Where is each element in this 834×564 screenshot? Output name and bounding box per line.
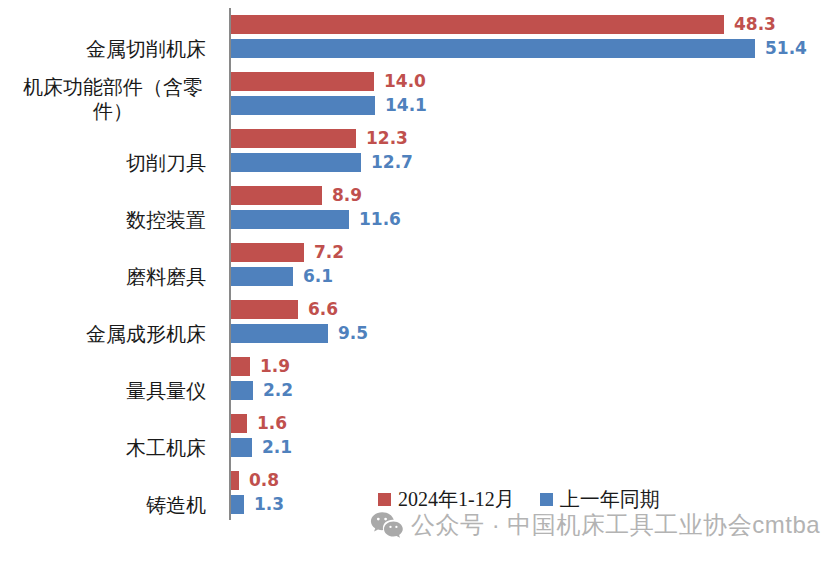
bar-row-2024: 14.0 [231,72,834,91]
bar-2024 [231,471,239,490]
value-label-prev-year: 2.2 [263,381,293,400]
legend-swatch-2024 [378,493,391,506]
category-label: 机床功能部件（含零件） [20,75,231,123]
category-label-cell: 切削刀具 [0,129,231,172]
value-label-2024: 12.3 [366,129,408,148]
bar-2024 [231,186,322,205]
bar-pair: 7.2 6.1 [231,243,834,286]
bar-row-2024: 7.2 [231,243,834,262]
bar-prev-year [231,210,349,229]
category-group: 磨料磨具 7.2 6.1 [0,243,834,286]
bar-row-prev-year: 51.4 [231,39,834,58]
bar-prev-year [231,267,293,286]
bar-prev-year [231,438,252,457]
value-label-2024: 0.8 [249,471,279,490]
value-label-prev-year: 1.3 [254,495,284,514]
value-label-2024: 48.3 [734,15,776,34]
bar-chart: 金属切削机床 48.3 51.4 机床功能部件（含零件） [0,15,834,514]
category-label: 金属成形机床 [20,322,231,346]
value-label-2024: 7.2 [314,243,344,262]
bar-2024 [231,129,356,148]
value-label-prev-year: 2.1 [262,438,292,457]
value-label-2024: 1.9 [260,357,290,376]
watermark-text: 公众号 · 中国机床工具工业协会cmtba [411,509,820,541]
bar-pair: 8.9 11.6 [231,186,834,229]
bar-row-2024: 1.6 [231,414,834,433]
bar-prev-year [231,153,361,172]
bar-row-prev-year: 12.7 [231,153,834,172]
bar-pair: 12.3 12.7 [231,129,834,172]
category-label: 数控装置 [20,208,231,232]
category-label: 切削刀具 [20,151,231,175]
bar-row-2024: 8.9 [231,186,834,205]
bar-prev-year [231,381,253,400]
bar-2024 [231,300,298,319]
legend-swatch-prev-year [540,493,553,506]
category-group: 量具量仪 1.9 2.2 [0,357,834,400]
value-label-prev-year: 11.6 [359,210,401,229]
wechat-icon [370,511,403,540]
bar-row-2024: 12.3 [231,129,834,148]
bar-pair: 6.6 9.5 [231,300,834,343]
value-label-2024: 8.9 [332,186,362,205]
bar-row-prev-year: 2.1 [231,438,834,457]
category-label: 木工机床 [20,436,231,460]
category-label-cell: 机床功能部件（含零件） [0,72,231,120]
category-label: 铸造机 [20,493,231,517]
category-label-cell: 铸造机 [0,471,231,514]
category-label: 量具量仪 [20,379,231,403]
bar-row-prev-year: 2.2 [231,381,834,400]
value-label-prev-year: 14.1 [385,96,427,115]
bar-pair: 1.6 2.1 [231,414,834,457]
category-label: 磨料磨具 [20,265,231,289]
category-group: 数控装置 8.9 11.6 [0,186,834,229]
chart-page: 金属切削机床 48.3 51.4 机床功能部件（含零件） [0,0,834,564]
bar-prev-year [231,39,755,58]
category-group: 木工机床 1.6 2.1 [0,414,834,457]
bar-row-prev-year: 9.5 [231,324,834,343]
bar-row-2024: 48.3 [231,15,834,34]
bar-pair: 48.3 51.4 [231,15,834,58]
category-label-cell: 金属切削机床 [0,15,231,58]
watermark: 公众号 · 中国机床工具工业协会cmtba [370,509,820,541]
bar-row-prev-year: 11.6 [231,210,834,229]
bar-2024 [231,243,304,262]
value-label-prev-year: 51.4 [765,39,807,58]
value-label-2024: 6.6 [308,300,338,319]
value-label-prev-year: 12.7 [371,153,413,172]
bar-row-2024: 6.6 [231,300,834,319]
category-label-cell: 量具量仪 [0,357,231,400]
value-label-prev-year: 9.5 [338,324,368,343]
category-label-cell: 磨料磨具 [0,243,231,286]
category-group: 金属切削机床 48.3 51.4 [0,15,834,58]
bar-prev-year [231,324,328,343]
category-label: 金属切削机床 [20,37,231,61]
bar-2024 [231,72,374,91]
bar-prev-year [231,96,375,115]
bar-row-prev-year: 14.1 [231,96,834,115]
category-label-cell: 金属成形机床 [0,300,231,343]
category-group: 机床功能部件（含零件） 14.0 14.1 [0,72,834,115]
category-group: 切削刀具 12.3 12.7 [0,129,834,172]
value-label-2024: 1.6 [257,414,287,433]
bar-row-2024: 1.9 [231,357,834,376]
value-label-2024: 14.0 [384,72,426,91]
category-label-cell: 数控装置 [0,186,231,229]
bar-2024 [231,15,724,34]
value-label-prev-year: 6.1 [303,267,333,286]
category-label-cell: 木工机床 [0,414,231,457]
bar-pair: 14.0 14.1 [231,72,834,120]
bar-row-prev-year: 6.1 [231,267,834,286]
bar-2024 [231,357,250,376]
bar-2024 [231,414,247,433]
category-group: 金属成形机床 6.6 9.5 [0,300,834,343]
bar-prev-year [231,495,244,514]
bar-pair: 1.9 2.2 [231,357,834,400]
